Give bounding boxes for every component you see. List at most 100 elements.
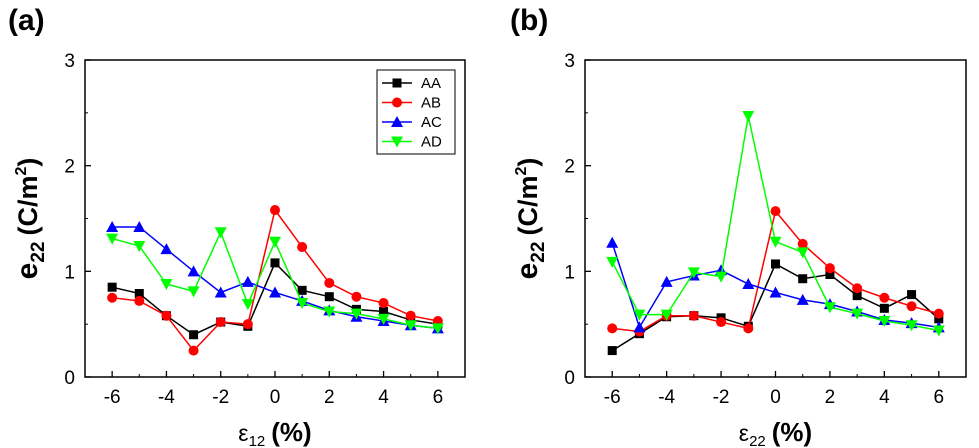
series-4 [606, 111, 945, 337]
data-point [851, 308, 864, 320]
data-point [633, 321, 646, 333]
data-point [823, 302, 836, 314]
legend-label: AC [421, 114, 442, 131]
data-point [770, 206, 781, 217]
data-point [107, 282, 117, 292]
legend-label: AD [421, 134, 442, 151]
data-point [934, 314, 944, 324]
data-point [405, 310, 416, 321]
y-axis-title: e22 (C/m2) [11, 158, 49, 280]
data-point [269, 286, 281, 298]
y-axis-unit: (C/m [513, 176, 543, 236]
data-point [879, 303, 889, 313]
data-point [797, 238, 808, 249]
data-point [187, 265, 200, 277]
data-point [404, 320, 417, 332]
data-point [688, 310, 699, 321]
panel-label: (b) [510, 4, 548, 37]
legend-item-ac: AC [382, 114, 442, 131]
data-point [241, 299, 254, 311]
data-point [660, 275, 673, 287]
legend: AA AB AC AD [376, 69, 456, 155]
x-tick-label: -2 [713, 387, 730, 408]
legend-label: AA [421, 75, 441, 92]
series-line [112, 208, 439, 352]
data-point [771, 259, 780, 269]
data-point [715, 271, 728, 283]
x-tick-label: -4 [158, 387, 175, 408]
data-point [852, 283, 863, 294]
x-tick-label: 0 [770, 387, 781, 408]
legend-item-aa: AA [382, 75, 441, 92]
x-tick-label: -2 [212, 387, 229, 408]
data-point [769, 286, 782, 298]
data-point [742, 278, 755, 290]
x-tick-label: 4 [378, 387, 389, 408]
panel-label: (a) [8, 4, 45, 37]
series-ad [106, 227, 444, 335]
data-point [378, 298, 389, 309]
data-point [716, 317, 727, 328]
data-point [606, 236, 619, 248]
x-axis-subscript: 22 [749, 433, 766, 448]
y-axis-unit: (C/m [13, 176, 43, 236]
data-point [379, 306, 389, 316]
data-point [798, 274, 808, 284]
data-point [269, 236, 281, 248]
x-tick-label: 4 [879, 387, 890, 408]
data-point [296, 298, 309, 310]
series-2 [607, 206, 944, 337]
data-point [297, 285, 307, 295]
x-axis-unit: (%) [772, 417, 812, 447]
data-point [323, 306, 336, 318]
y-tick-label: 2 [564, 157, 575, 178]
x-axis-title: ε22 (%) [739, 417, 812, 448]
data-point [106, 233, 119, 245]
data-point [189, 330, 199, 340]
series-line [611, 115, 939, 332]
data-point [907, 290, 917, 300]
x-axis-title: ε12 (%) [238, 417, 311, 448]
data-point [324, 277, 335, 288]
series-1 [607, 259, 944, 356]
data-point [796, 247, 809, 259]
y-axis-subscript: 22 [528, 242, 549, 263]
data-point [241, 275, 254, 287]
data-point [133, 220, 146, 232]
data-point [606, 256, 619, 268]
legend-label: AB [421, 95, 441, 112]
x-axis-symbol: ε [238, 420, 248, 446]
data-point [134, 295, 145, 306]
legend-item-ab: AB [382, 95, 441, 112]
x-tick-label: -6 [604, 387, 621, 408]
data-point [215, 317, 226, 328]
series-ab [107, 205, 443, 356]
data-point [161, 310, 172, 321]
data-point [852, 291, 862, 301]
data-point [270, 205, 280, 216]
y-axis-unit-close: ) [513, 158, 543, 167]
y-axis-unit-superscript: 2 [513, 167, 530, 176]
y-axis-subscript: 22 [28, 242, 49, 263]
x-tick-label: -6 [104, 387, 121, 408]
series-line [612, 209, 939, 333]
data-point [377, 313, 390, 325]
y-axis-symbol: e [511, 263, 544, 280]
data-point [905, 320, 918, 332]
data-point [906, 301, 917, 312]
y-axis-title: e22 (C/m2) [511, 158, 549, 280]
series-aa [107, 258, 443, 340]
data-point [660, 309, 673, 321]
data-point [214, 227, 227, 239]
data-point [431, 323, 444, 335]
legend-marker [391, 116, 403, 127]
legend-item-ad: AD [382, 134, 442, 151]
data-point [607, 323, 618, 334]
x-tick-label: 2 [825, 387, 836, 408]
data-point [187, 286, 200, 298]
data-point [242, 319, 253, 330]
data-point [106, 220, 119, 232]
data-point [270, 258, 280, 268]
